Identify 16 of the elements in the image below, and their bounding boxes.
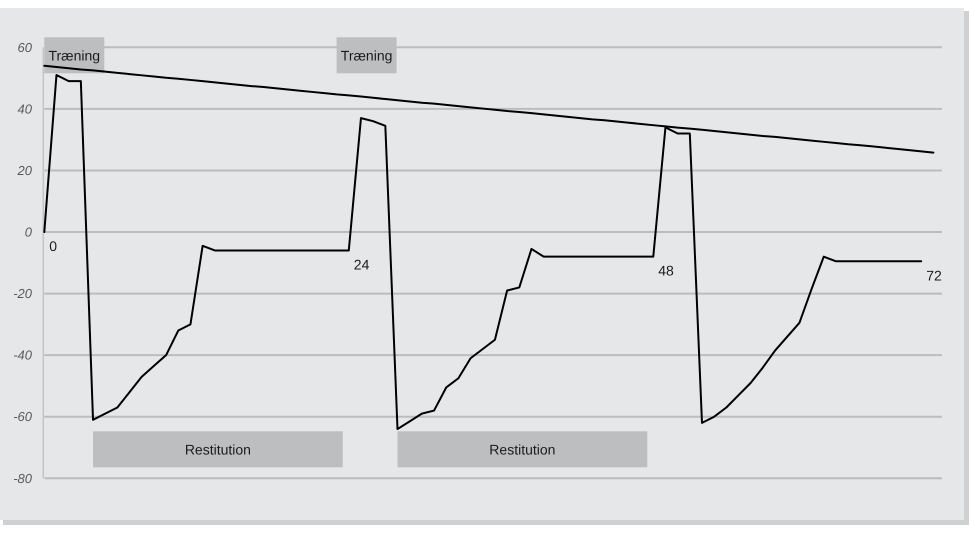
annotation: Træning xyxy=(340,47,392,64)
y-tick-label: 20 xyxy=(16,162,33,178)
y-tick-label: -60 xyxy=(13,409,33,424)
annotation: 48 xyxy=(658,262,674,279)
y-tick-label: 0 xyxy=(24,224,33,240)
annotation: 72 xyxy=(926,267,942,284)
annotation: Restitution xyxy=(489,441,556,458)
y-tick-label: -80 xyxy=(13,470,33,486)
y-tick-label: 60 xyxy=(18,40,33,55)
y-tick-label: -20 xyxy=(13,286,33,302)
annotation: Træning xyxy=(48,47,100,64)
y-tick-label: 40 xyxy=(18,101,33,116)
y-tick-label: -40 xyxy=(13,348,33,363)
annotation: Restitution xyxy=(184,441,251,458)
annotation: 24 xyxy=(354,256,370,272)
annotation: 0 xyxy=(49,238,58,254)
